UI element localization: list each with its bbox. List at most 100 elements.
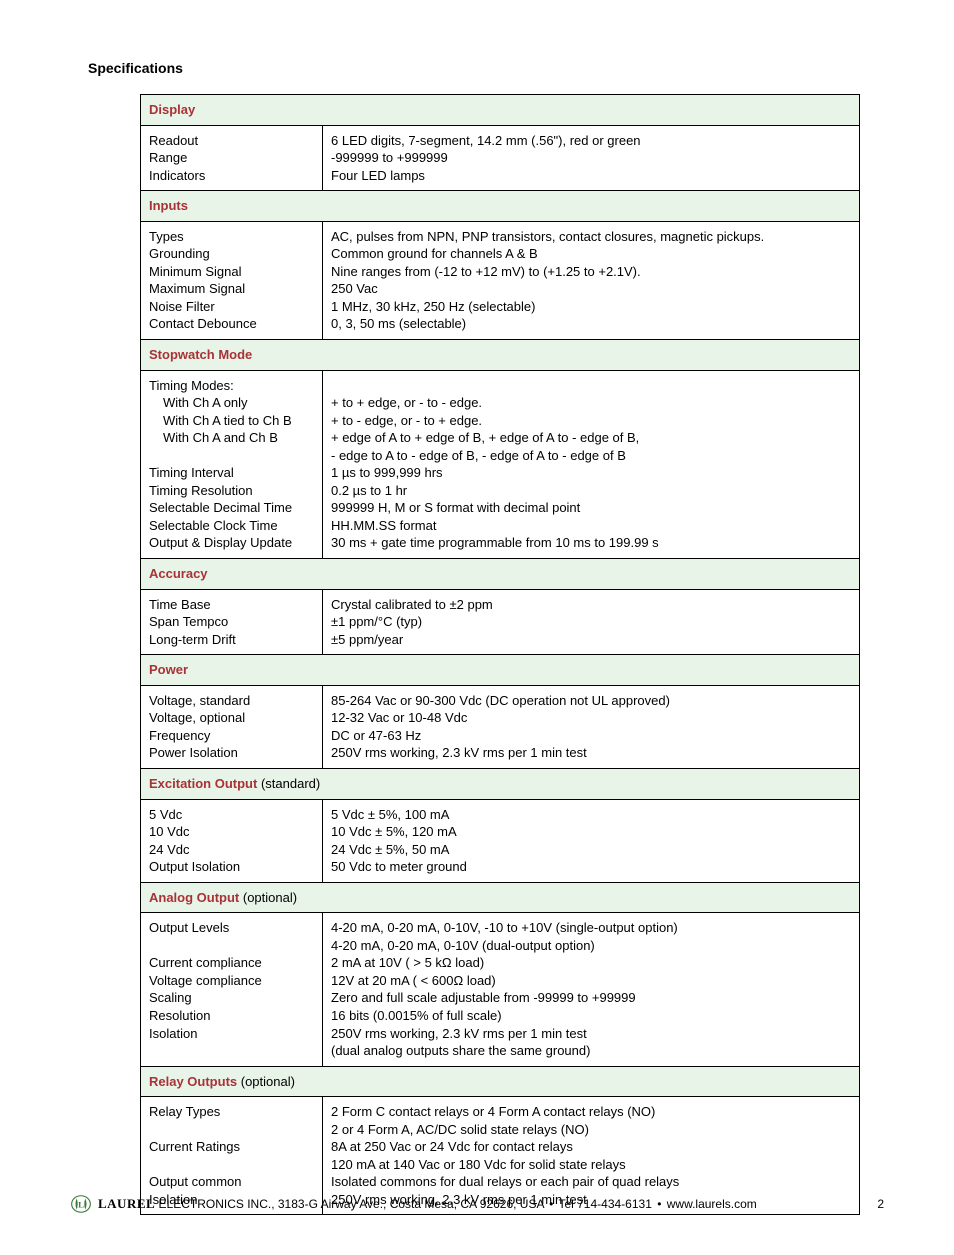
- spec-label: Output common: [149, 1173, 314, 1191]
- spec-value: 85-264 Vac or 90-300 Vdc (DC operation n…: [331, 692, 851, 710]
- section-header: Stopwatch Mode: [141, 340, 860, 371]
- spec-label: Relay Types: [149, 1103, 314, 1121]
- spec-value: + edge of A to + edge of B, + edge of A …: [331, 429, 851, 447]
- spec-value: 999999 H, M or S format with decimal poi…: [331, 499, 851, 517]
- specifications-table: DisplayReadoutRangeIndicators6 LED digit…: [140, 94, 860, 1215]
- spec-label: Power Isolation: [149, 744, 314, 762]
- spec-value: 2 mA at 10V ( > 5 kΩ load): [331, 954, 851, 972]
- spec-label: Output Levels: [149, 919, 314, 937]
- spec-label: With Ch A only: [149, 394, 314, 412]
- spec-value: 50 Vdc to meter ground: [331, 858, 851, 876]
- spec-value: 1 MHz, 30 kHz, 250 Hz (selectable): [331, 298, 851, 316]
- spec-label: Output & Display Update: [149, 534, 314, 552]
- spec-label: 10 Vdc: [149, 823, 314, 841]
- section-values: + to + edge, or - to - edge.+ to - edge,…: [323, 370, 860, 558]
- spec-value: 250 Vac: [331, 280, 851, 298]
- section-values: Crystal calibrated to ±2 ppm±1 ppm/°C (t…: [323, 589, 860, 655]
- spec-value: AC, pulses from NPN, PNP transistors, co…: [331, 228, 851, 246]
- spec-value: 30 ms + gate time programmable from 10 m…: [331, 534, 851, 552]
- spec-label: Current compliance: [149, 954, 314, 972]
- spec-label: Contact Debounce: [149, 315, 314, 333]
- spec-value: 2 or 4 Form A, AC/DC solid state relays …: [331, 1121, 851, 1139]
- section-header-note: (optional): [239, 890, 297, 905]
- spec-label: [149, 1121, 314, 1139]
- section-header-title: Display: [149, 102, 195, 117]
- section-values: 85-264 Vac or 90-300 Vdc (DC operation n…: [323, 685, 860, 768]
- spec-value: 12-32 Vac or 10-48 Vdc: [331, 709, 851, 727]
- spec-value: (dual analog outputs share the same grou…: [331, 1042, 851, 1060]
- spec-value: 5 Vdc ± 5%, 100 mA: [331, 806, 851, 824]
- laurel-logo-icon: L: [70, 1193, 92, 1215]
- spec-value: 0, 3, 50 ms (selectable): [331, 315, 851, 333]
- spec-value: 250V rms working, 2.3 kV rms per 1 min t…: [331, 744, 851, 762]
- section-header-title: Excitation Output: [149, 776, 257, 791]
- spec-value: 10 Vdc ± 5%, 120 mA: [331, 823, 851, 841]
- section-header: Relay Outputs (optional): [141, 1066, 860, 1097]
- spec-label: Resolution: [149, 1007, 314, 1025]
- spec-value: [331, 377, 851, 395]
- section-header-title: Relay Outputs: [149, 1074, 237, 1089]
- section-header: Display: [141, 95, 860, 126]
- section-header-title: Stopwatch Mode: [149, 347, 252, 362]
- spec-value: Nine ranges from (-12 to +12 mV) to (+1.…: [331, 263, 851, 281]
- spec-label: Minimum Signal: [149, 263, 314, 281]
- section-header-title: Accuracy: [149, 566, 208, 581]
- spec-value: ±1 ppm/°C (typ): [331, 613, 851, 631]
- spec-value: + to + edge, or - to - edge.: [331, 394, 851, 412]
- footer-tel: Tel 714-434-6131: [555, 1197, 655, 1211]
- section-header-note: (optional): [237, 1074, 295, 1089]
- spec-value: 6 LED digits, 7-segment, 14.2 mm (.56"),…: [331, 132, 851, 150]
- spec-value: DC or 47-63 Hz: [331, 727, 851, 745]
- spec-value: Zero and full scale adjustable from -999…: [331, 989, 851, 1007]
- spec-value: 0.2 µs to 1 hr: [331, 482, 851, 500]
- section-header-note: (standard): [257, 776, 320, 791]
- spec-value: - edge to A to - edge of B, - edge of A …: [331, 447, 851, 465]
- spec-label: Current Ratings: [149, 1138, 314, 1156]
- spec-label: Voltage, optional: [149, 709, 314, 727]
- svg-text:L: L: [78, 1200, 84, 1210]
- page-title: Specifications: [88, 60, 884, 76]
- footer-brand: LAUREL: [98, 1196, 155, 1211]
- section-header-title: Inputs: [149, 198, 188, 213]
- section-header: Excitation Output (standard): [141, 768, 860, 799]
- spec-label: Span Tempco: [149, 613, 314, 631]
- spec-label: Maximum Signal: [149, 280, 314, 298]
- section-labels: Voltage, standardVoltage, optionalFreque…: [141, 685, 323, 768]
- spec-label: Grounding: [149, 245, 314, 263]
- spec-label: [149, 447, 314, 465]
- footer-address: ELECTRONICS INC., 3183-G Airway Ave., Co…: [155, 1197, 547, 1211]
- spec-label: Voltage, standard: [149, 692, 314, 710]
- footer-url: www.laurels.com: [663, 1197, 756, 1211]
- spec-label: [149, 937, 314, 955]
- spec-label: Timing Modes:: [149, 377, 314, 395]
- spec-label: With Ch A and Ch B: [149, 429, 314, 447]
- spec-value: 250V rms working, 2.3 kV rms per 1 min t…: [331, 1025, 851, 1043]
- spec-value: 2 Form C contact relays or 4 Form A cont…: [331, 1103, 851, 1121]
- spec-value: Crystal calibrated to ±2 ppm: [331, 596, 851, 614]
- spec-value: ±5 ppm/year: [331, 631, 851, 649]
- spec-value: 24 Vdc ± 5%, 50 mA: [331, 841, 851, 859]
- spec-label: Readout: [149, 132, 314, 150]
- spec-value: 12V at 20 mA ( < 600Ω load): [331, 972, 851, 990]
- spec-label: Timing Resolution: [149, 482, 314, 500]
- spec-value: Four LED lamps: [331, 167, 851, 185]
- spec-label: Frequency: [149, 727, 314, 745]
- spec-label: [149, 1156, 314, 1174]
- spec-label: 5 Vdc: [149, 806, 314, 824]
- spec-label: 24 Vdc: [149, 841, 314, 859]
- spec-label: Types: [149, 228, 314, 246]
- spec-label: Time Base: [149, 596, 314, 614]
- section-values: 6 LED digits, 7-segment, 14.2 mm (.56"),…: [323, 125, 860, 191]
- section-header: Inputs: [141, 191, 860, 222]
- spec-value: HH.MM.SS format: [331, 517, 851, 535]
- spec-label: Isolation: [149, 1025, 314, 1043]
- section-values: 5 Vdc ± 5%, 100 mA10 Vdc ± 5%, 120 mA24 …: [323, 799, 860, 882]
- spec-value: 8A at 250 Vac or 24 Vdc for contact rela…: [331, 1138, 851, 1156]
- footer-text: LAUREL ELECTRONICS INC., 3183-G Airway A…: [98, 1196, 857, 1212]
- spec-label: Voltage compliance: [149, 972, 314, 990]
- section-header-title: Analog Output: [149, 890, 239, 905]
- spec-value: 1 µs to 999,999 hrs: [331, 464, 851, 482]
- section-header: Accuracy: [141, 559, 860, 590]
- spec-label: Indicators: [149, 167, 314, 185]
- spec-value: Common ground for channels A & B: [331, 245, 851, 263]
